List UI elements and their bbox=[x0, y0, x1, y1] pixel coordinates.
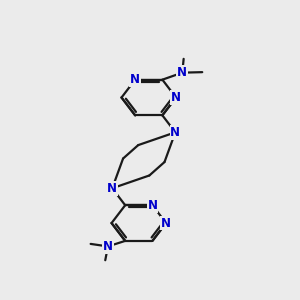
Text: N: N bbox=[171, 91, 181, 104]
Text: N: N bbox=[107, 182, 117, 195]
Text: N: N bbox=[177, 66, 187, 79]
Text: N: N bbox=[103, 240, 113, 253]
Text: N: N bbox=[130, 73, 140, 86]
Text: N: N bbox=[170, 126, 180, 139]
Text: N: N bbox=[161, 217, 171, 230]
Text: N: N bbox=[147, 199, 158, 212]
